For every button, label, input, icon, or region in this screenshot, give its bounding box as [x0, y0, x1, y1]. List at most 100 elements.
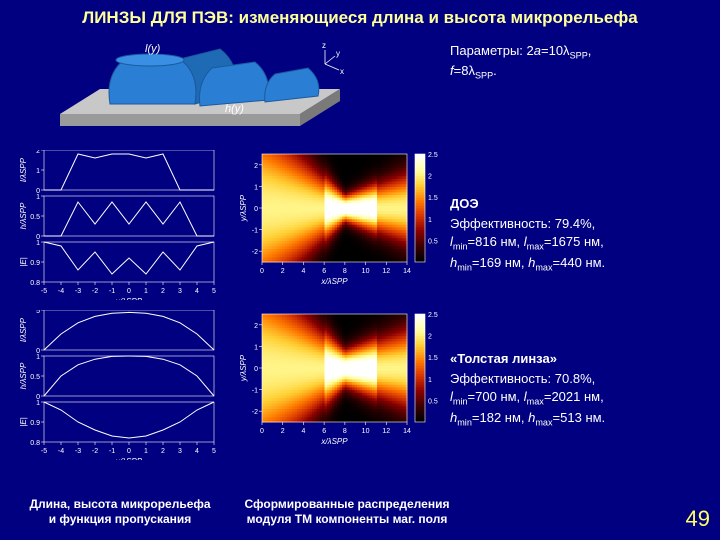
svg-text:1: 1 [254, 184, 258, 191]
svg-text:2: 2 [254, 323, 258, 330]
svg-text:2: 2 [161, 448, 165, 455]
svg-text:2: 2 [281, 428, 285, 435]
svg-text:1: 1 [428, 377, 432, 384]
svg-text:-2: -2 [252, 249, 258, 256]
svg-text:0: 0 [254, 206, 258, 213]
svg-text:3: 3 [178, 448, 182, 455]
svg-text:-1: -1 [252, 388, 258, 395]
svg-text:y/λSPP: y/λSPP [115, 457, 143, 460]
svg-text:2: 2 [281, 268, 285, 275]
platform-front [60, 114, 300, 126]
svg-text:-3: -3 [75, 448, 81, 455]
svg-text:6: 6 [322, 428, 326, 435]
svg-text:12: 12 [382, 268, 390, 275]
svg-text:8: 8 [343, 268, 347, 275]
profile-group-doe: 012l/λSPP00.51h/λSPP0.80.91|E|-5-4-3-2-1… [20, 150, 220, 305]
svg-text:1: 1 [144, 288, 148, 295]
svg-text:-2: -2 [92, 288, 98, 295]
svg-text:l/λSPP: l/λSPP [20, 157, 28, 182]
svg-text:4: 4 [301, 268, 305, 275]
svg-text:-4: -4 [58, 448, 64, 455]
info-doe: ДОЭ Эффективность: 79.4%, lmin=816 нм, l… [450, 195, 710, 274]
svg-text:2: 2 [428, 334, 432, 341]
svg-text:0.5: 0.5 [30, 374, 40, 381]
svg-text:2: 2 [254, 163, 258, 170]
svg-text:0.5: 0.5 [428, 238, 438, 245]
svg-text:4: 4 [195, 288, 199, 295]
heatmap-doe: 02468101214-2-1012x/λSPPy/λSPP0.511.522.… [240, 150, 440, 290]
svg-text:5: 5 [212, 288, 216, 295]
svg-text:x/λSPP: x/λSPP [320, 277, 348, 286]
svg-text:0.5: 0.5 [30, 214, 40, 221]
svg-text:5: 5 [36, 310, 40, 315]
svg-text:y/λSPP: y/λSPP [240, 194, 248, 222]
svg-text:0: 0 [260, 428, 264, 435]
svg-text:-3: -3 [75, 288, 81, 295]
svg-text:|E|: |E| [20, 417, 28, 427]
hero-label-l: l(y) [145, 43, 161, 55]
svg-text:-1: -1 [109, 448, 115, 455]
svg-text:1: 1 [36, 168, 40, 175]
caption-mid: Сформированные распределениямодуля ТМ ко… [232, 497, 462, 528]
svg-text:y: y [336, 49, 340, 58]
svg-text:1.5: 1.5 [428, 355, 438, 362]
svg-text:3: 3 [178, 288, 182, 295]
svg-text:8: 8 [343, 428, 347, 435]
svg-text:1: 1 [144, 448, 148, 455]
svg-text:-2: -2 [252, 409, 258, 416]
svg-text:0: 0 [127, 288, 131, 295]
hero-label-h: h(y) [225, 103, 244, 115]
svg-text:1.5: 1.5 [428, 195, 438, 202]
svg-text:0.8: 0.8 [30, 440, 40, 447]
svg-text:h/λSPP: h/λSPP [20, 362, 28, 389]
params-block: Параметры: 2a=10λSPP, f=8λSPP. [450, 42, 591, 83]
svg-text:4: 4 [195, 448, 199, 455]
svg-text:-5: -5 [41, 288, 47, 295]
svg-text:-1: -1 [252, 228, 258, 235]
svg-text:4: 4 [301, 428, 305, 435]
svg-text:1: 1 [36, 240, 40, 247]
svg-text:0.9: 0.9 [30, 420, 40, 427]
svg-text:0: 0 [260, 268, 264, 275]
svg-text:1: 1 [36, 400, 40, 407]
svg-text:10: 10 [362, 268, 370, 275]
svg-text:2: 2 [428, 174, 432, 181]
svg-text:6: 6 [322, 268, 326, 275]
svg-text:2.5: 2.5 [428, 312, 438, 319]
svg-text:x: x [340, 67, 344, 76]
svg-text:-5: -5 [41, 448, 47, 455]
page-title: ЛИНЗЫ ДЛЯ ПЭВ: изменяющиеся длина и высо… [0, 0, 720, 32]
svg-text:5: 5 [212, 448, 216, 455]
profile-group-thick: 05l/λSPP00.51h/λSPP0.80.91|E|-5-4-3-2-10… [20, 310, 220, 465]
svg-text:h/λSPP: h/λSPP [20, 202, 28, 229]
svg-text:0.8: 0.8 [30, 280, 40, 287]
svg-text:0: 0 [254, 366, 258, 373]
info-thick: «Толстая линза» Эффективность: 70.8%, lm… [450, 350, 710, 429]
heatmap-thick: 02468101214-2-1012x/λSPPy/λSPP0.511.522.… [240, 310, 440, 450]
svg-text:14: 14 [403, 268, 411, 275]
svg-text:14: 14 [403, 428, 411, 435]
svg-text:0.5: 0.5 [428, 398, 438, 405]
svg-text:|E|: |E| [20, 257, 28, 267]
svg-text:12: 12 [382, 428, 390, 435]
svg-text:2: 2 [161, 288, 165, 295]
svg-text:y/λSPP: y/λSPP [115, 297, 143, 300]
axes-icon: z x y [322, 41, 344, 76]
svg-text:l/λSPP: l/λSPP [20, 317, 28, 342]
svg-text:1: 1 [36, 354, 40, 361]
lens-group [109, 49, 319, 106]
svg-text:1: 1 [254, 344, 258, 351]
svg-text:1: 1 [428, 217, 432, 224]
svg-text:-2: -2 [92, 448, 98, 455]
svg-text:0.9: 0.9 [30, 260, 40, 267]
svg-text:z: z [322, 41, 326, 50]
caption-left: Длина, высота микрорельефаи функция проп… [20, 497, 220, 528]
svg-text:2: 2 [36, 150, 40, 155]
page-number: 49 [686, 506, 710, 532]
hero-lens-3d: l(y) h(y) z x y [50, 34, 360, 134]
svg-text:2.5: 2.5 [428, 152, 438, 159]
svg-text:0: 0 [127, 448, 131, 455]
svg-text:1: 1 [36, 194, 40, 201]
svg-text:-1: -1 [109, 288, 115, 295]
svg-text:x/λSPP: x/λSPP [320, 437, 348, 446]
